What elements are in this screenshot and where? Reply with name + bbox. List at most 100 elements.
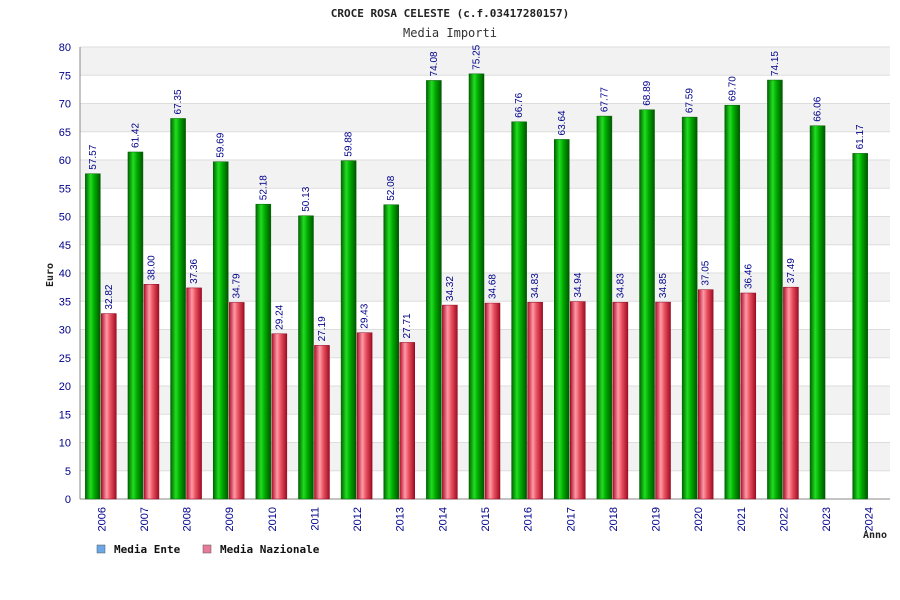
data-label-media-nazionale-2020: 37.05	[701, 260, 712, 285]
bar-media-nazionale-2010	[271, 333, 288, 500]
bar-media-nazionale-2021	[740, 292, 757, 500]
bar-media-nazionale-2012	[356, 332, 373, 500]
bar-media-ente-2013	[383, 204, 399, 500]
x-tick-label-2023: 2023	[821, 507, 833, 531]
y-axis: 0 5 10 15 20 25 30 35 40 45 50 55 60 65 70 75 80	[59, 42, 71, 506]
data-label-media-ente-2019: 68.89	[642, 80, 653, 105]
data-label-media-ente-2011: 50.13	[301, 186, 312, 211]
bars	[85, 73, 868, 500]
bar-media-nazionale-2013	[399, 342, 415, 500]
data-label-media-ente-2006: 57.57	[88, 144, 99, 169]
data-label-media-nazionale-2010: 29.24	[274, 304, 285, 329]
y-tick-label: 65	[59, 127, 71, 139]
data-label-media-ente-2022: 74.15	[770, 51, 781, 76]
bar-media-ente-2009	[212, 161, 229, 500]
bar-media-ente-2012	[340, 160, 357, 500]
data-label-media-nazionale-2019: 34.85	[658, 273, 669, 298]
bar-media-ente-2011	[298, 215, 314, 500]
data-label-media-nazionale-2009: 34.79	[232, 273, 243, 298]
x-tick-label-2011: 2011	[309, 507, 321, 531]
data-label-media-ente-2017: 63.64	[557, 110, 568, 135]
chart-title: CROCE ROSA CELESTE (c.f.03417280157)	[331, 7, 569, 20]
y-tick-label: 80	[59, 42, 71, 54]
bar-media-ente-2022	[767, 79, 783, 500]
data-label-media-nazionale-2011: 27.19	[317, 316, 328, 341]
y-tick-label: 10	[59, 438, 71, 450]
data-label-media-nazionale-2022: 37.49	[786, 258, 797, 283]
bar-media-ente-2014	[426, 80, 442, 500]
data-label-media-ente-2024: 61.17	[855, 124, 866, 149]
bar-media-nazionale-2007	[143, 284, 160, 500]
bar-media-nazionale-2022	[783, 286, 799, 500]
x-tick-label-2020: 2020	[693, 507, 705, 531]
bar-media-nazionale-2015	[484, 302, 501, 500]
bar-media-ente-2006	[85, 173, 101, 500]
x-axis: 2006 2007 2008 2009 2010 2011 2012 2013 2014 2015…	[96, 507, 875, 531]
data-label-media-nazionale-2017: 34.94	[573, 272, 584, 297]
x-tick-label-2013: 2013	[395, 507, 407, 531]
bar-media-ente-2008	[170, 118, 186, 500]
legend-swatch-media-nazionale	[202, 544, 212, 554]
bar-media-ente-2021	[724, 104, 741, 500]
data-label-media-ente-2012: 59.88	[344, 131, 355, 156]
bar-media-ente-2010	[255, 203, 272, 500]
y-tick-label: 35	[59, 296, 71, 308]
x-tick-label-2022: 2022	[778, 507, 790, 531]
data-label-media-ente-2018: 67.77	[599, 87, 610, 112]
y-tick-label: 15	[59, 409, 71, 421]
x-tick-label-2008: 2008	[182, 507, 194, 531]
y-tick-label: 0	[65, 494, 71, 506]
data-label-media-ente-2023: 66.06	[813, 96, 824, 121]
y-tick-label: 55	[59, 183, 71, 195]
bar-media-nazionale-2017	[570, 301, 586, 500]
bar-media-nazionale-2006	[101, 313, 117, 500]
bar-media-nazionale-2016	[527, 301, 543, 500]
y-tick-label: 50	[59, 212, 71, 224]
x-tick-label-2010: 2010	[267, 507, 279, 531]
data-label-media-nazionale-2015: 34.68	[488, 274, 499, 299]
data-label-media-ente-2010: 52.18	[258, 175, 269, 200]
y-tick-label: 30	[59, 325, 71, 337]
chart-subtitle: Media Importi	[403, 26, 497, 40]
y-tick-label: 5	[65, 466, 71, 478]
data-label-media-ente-2008: 67.35	[173, 89, 184, 114]
x-tick-label-2017: 2017	[565, 507, 577, 531]
data-label-media-ente-2020: 67.59	[685, 88, 696, 113]
data-label-media-ente-2021: 69.70	[727, 76, 738, 101]
y-tick-label: 45	[59, 240, 71, 252]
data-label-media-nazionale-2018: 34.83	[615, 273, 626, 298]
legend: Media Ente Media Nazionale	[96, 543, 320, 556]
x-tick-label-2019: 2019	[651, 507, 663, 531]
x-tick-label-2007: 2007	[139, 507, 151, 531]
x-tick-label-2009: 2009	[224, 507, 236, 531]
x-tick-label-2012: 2012	[352, 507, 364, 531]
bar-media-ente-2019	[639, 109, 655, 500]
y-tick-label: 40	[59, 268, 71, 280]
data-label-media-ente-2013: 52.08	[386, 175, 397, 200]
y-tick-label: 70	[59, 99, 71, 111]
bar-media-ente-2020	[681, 116, 698, 500]
data-labels: 57.57 32.82 61.42 38.00 67.35 37.36 59.69 34.79…	[88, 44, 866, 341]
legend-swatch-media-ente	[96, 544, 106, 554]
y-axis-title: Euro	[45, 263, 56, 287]
x-tick-label-2024: 2024	[864, 507, 876, 531]
data-label-media-nazionale-2016: 34.83	[530, 273, 541, 298]
legend-label-media-ente: Media Ente	[114, 543, 181, 556]
y-tick-label: 25	[59, 353, 71, 365]
data-label-media-ente-2015: 75.25	[472, 44, 483, 69]
bar-media-nazionale-2011	[314, 345, 330, 500]
bar-media-ente-2023	[809, 125, 826, 500]
y-tick-label: 60	[59, 155, 71, 167]
data-label-media-nazionale-2014: 34.32	[445, 276, 456, 301]
bar-media-nazionale-2014	[442, 304, 458, 500]
grid-band	[80, 47, 890, 76]
data-label-media-ente-2014: 74.08	[429, 51, 440, 76]
legend-label-media-nazionale: Media Nazionale	[220, 543, 320, 556]
x-axis-title: Anno	[863, 530, 887, 541]
x-tick-label-2006: 2006	[96, 507, 108, 531]
x-tick-label-2015: 2015	[480, 507, 492, 531]
bar-media-ente-2018	[596, 115, 613, 500]
data-label-media-nazionale-2013: 27.71	[402, 313, 413, 338]
data-label-media-nazionale-2007: 38.00	[146, 255, 157, 280]
